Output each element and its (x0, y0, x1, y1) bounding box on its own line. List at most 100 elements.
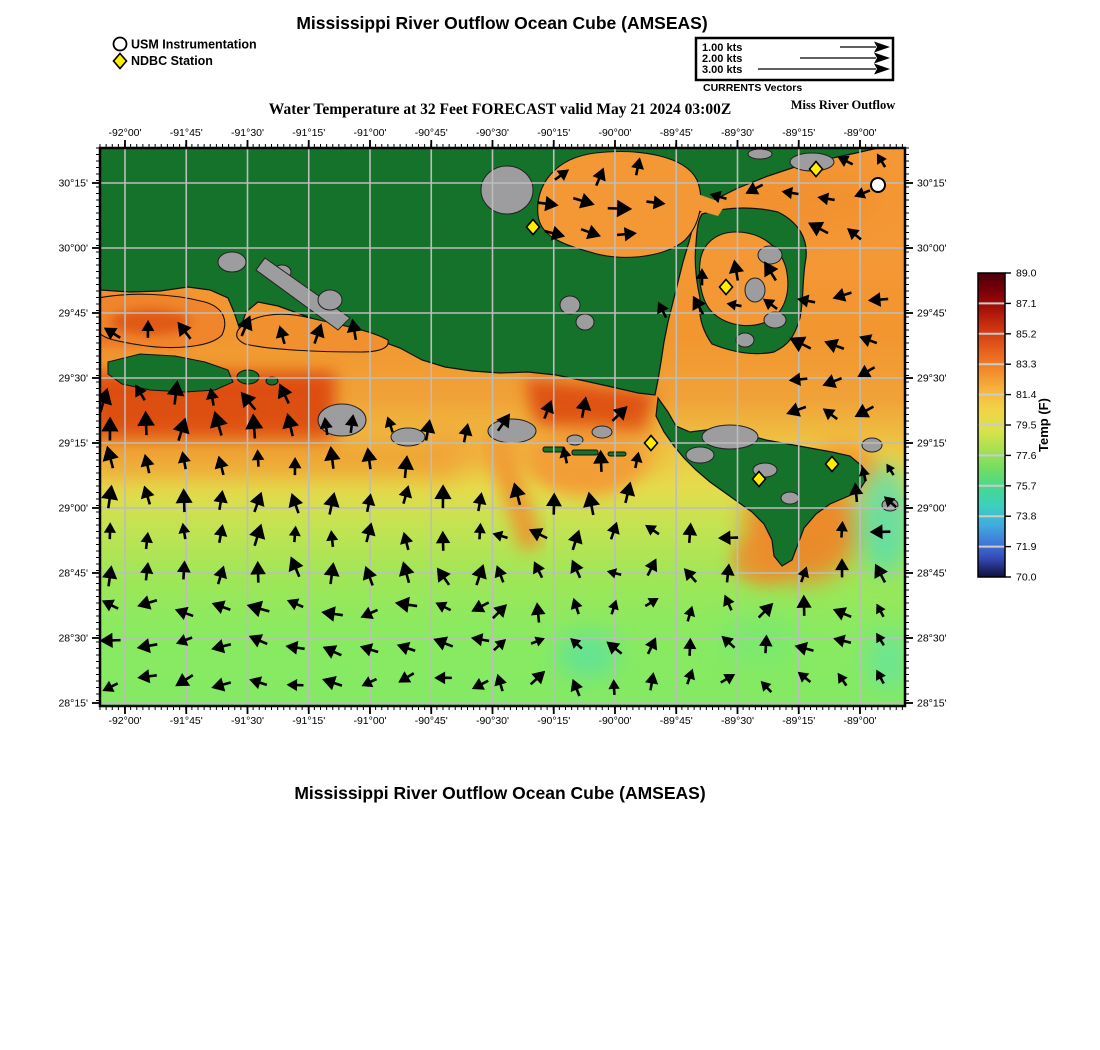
current-vector-arrows (100, 153, 898, 697)
current-vector-arrow (854, 187, 871, 199)
current-vector-arrow (630, 451, 643, 469)
lat-tick-label: 29°45' (58, 308, 88, 320)
current-vector-arrow (796, 294, 816, 308)
current-vector-arrow (592, 167, 606, 187)
current-vector-arrow (213, 490, 228, 511)
lon-tick-label: -89°45' (660, 715, 693, 727)
current-vector-arrow (530, 636, 545, 647)
current-vector-arrow (288, 457, 302, 476)
current-vector-arrow (757, 602, 774, 619)
lat-tick-label: 29°45' (917, 308, 947, 320)
current-vector-arrow (762, 298, 778, 311)
usm-station-marker (870, 177, 886, 193)
colorbar-tick-label: 83.3 (1016, 359, 1037, 371)
current-vector-arrow (876, 603, 886, 618)
current-vector-arrow (166, 380, 185, 405)
current-vector-arrow (645, 637, 658, 655)
current-vector-arrow (102, 445, 119, 469)
current-vector-arrow (832, 288, 852, 302)
current-vector-arrow (140, 453, 155, 474)
current-vector-arrow (175, 634, 193, 646)
current-vector-arrow (607, 199, 633, 218)
lat-tick-label: 30°15' (917, 178, 947, 190)
currents-vectors-caption: CURRENTS Vectors (703, 82, 802, 94)
lat-tick-label: 30°15' (58, 178, 88, 190)
current-vector-arrow (359, 643, 379, 657)
current-vector-arrow (249, 676, 268, 690)
current-vector-arrow (246, 600, 270, 618)
current-vector-arrow (285, 640, 305, 655)
current-vector-arrow (760, 680, 773, 694)
current-vector-arrow (496, 413, 511, 432)
current-vector-arrow (559, 446, 572, 464)
current-vector-arrow (570, 559, 584, 579)
current-vector-arrow (101, 484, 119, 509)
current-vector-arrow (683, 668, 695, 685)
current-vector-arrow (606, 568, 622, 579)
current-vector-arrow (797, 566, 809, 583)
current-vector-arrow (245, 413, 264, 439)
current-vector-arrow (833, 634, 852, 648)
current-vector-arrow (248, 634, 268, 648)
current-vector-arrow (321, 606, 343, 622)
vector-legend-entry: 1.00 kts (702, 42, 742, 54)
current-vector-arrow (178, 522, 191, 540)
current-vector-arrow (849, 482, 864, 503)
vector-legend-entry: 3.00 kts (702, 64, 742, 76)
current-vector-arrow (323, 562, 340, 585)
current-vector-arrow (137, 669, 157, 684)
current-vector-arrow (288, 493, 304, 514)
current-vector-arrow (781, 186, 799, 200)
lat-tick-label: 29°00' (917, 503, 947, 515)
current-vector-arrow (695, 268, 709, 286)
current-vector-arrow (473, 522, 486, 540)
current-vector-arrow (177, 451, 191, 470)
lon-tick-label: -89°15' (782, 127, 815, 139)
current-vector-arrow (807, 221, 829, 237)
lat-tick-label: 29°15' (58, 438, 88, 450)
colorbar-tick-label: 87.1 (1016, 298, 1037, 310)
current-vector-arrow (102, 680, 119, 692)
current-vector-arrow (250, 560, 266, 583)
lon-tick-label: -90°00' (598, 127, 631, 139)
current-vector-arrow (494, 565, 507, 583)
current-vector-arrow (398, 561, 415, 584)
current-vector-arrow (458, 423, 473, 443)
current-vector-arrow (789, 336, 812, 353)
current-vector-arrow (211, 677, 232, 692)
current-vector-arrow (141, 319, 155, 338)
current-vector-arrow (324, 446, 341, 469)
ndbc-diamond-icon (112, 52, 128, 70)
current-vector-arrow (471, 677, 489, 690)
current-vector-arrow (745, 181, 764, 195)
current-vector-arrow (136, 638, 158, 654)
lat-tick-label: 29°15' (917, 438, 947, 450)
current-vector-arrow (883, 496, 898, 509)
current-vector-arrow (249, 523, 266, 547)
current-vector-arrow (277, 383, 293, 405)
current-vector-arrow (837, 672, 848, 687)
vector-legend-box (694, 36, 895, 82)
current-vector-arrow (137, 410, 155, 436)
current-vector-arrow (683, 605, 696, 622)
current-vector-arrow (788, 372, 808, 387)
current-vector-arrow (213, 524, 228, 543)
vector-legend-arrowhead (874, 63, 890, 75)
current-vector-arrow (103, 327, 121, 340)
lat-tick-label: 30°00' (917, 243, 947, 255)
current-vector-arrow (822, 408, 839, 421)
current-vector-arrow (172, 417, 190, 442)
colorbar-tick-label: 77.6 (1016, 450, 1037, 462)
axis-ticks (92, 140, 913, 714)
current-vector-arrow (616, 227, 637, 242)
current-vector-arrow (205, 387, 219, 406)
current-vector-arrow (869, 524, 891, 540)
current-vector-arrow (433, 636, 454, 651)
current-vector-arrow (817, 192, 835, 206)
ndbc-station-marker (808, 160, 824, 178)
current-vector-arrow (583, 491, 601, 516)
current-vector-arrow (384, 416, 397, 433)
current-vector-arrow (824, 338, 845, 354)
current-vector-arrow (875, 669, 886, 685)
